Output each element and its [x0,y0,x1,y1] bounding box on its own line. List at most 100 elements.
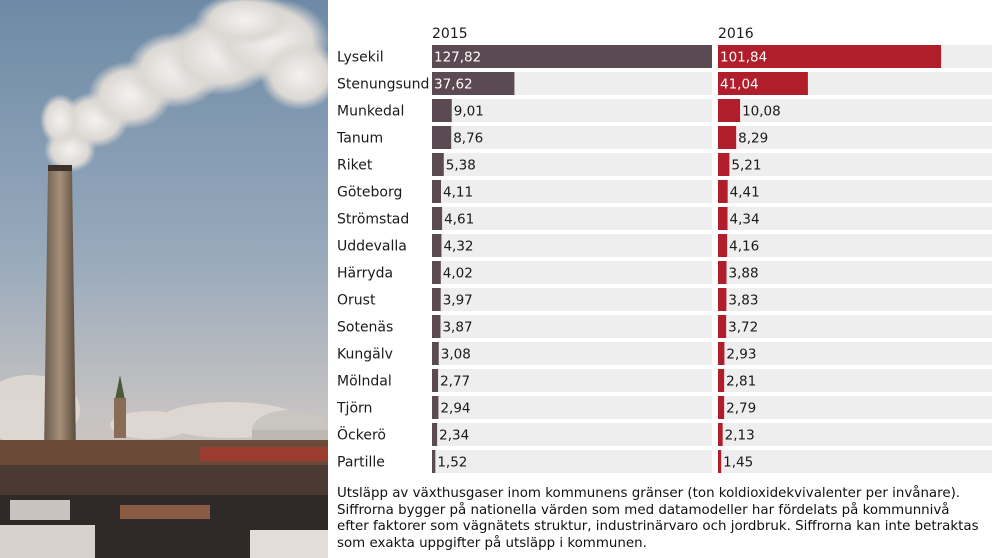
bar-2015 [432,315,441,338]
row-background [432,180,712,203]
data-label: 5,21 [731,158,761,174]
row-background [432,450,712,473]
church-spire [115,375,125,400]
row-background [432,369,712,392]
bar-2015 [432,261,441,284]
bar-2015 [432,207,443,230]
emissions-bar-chart: 2015 2016 Lysekil 127,82 101,84 Stenungsund… [336,26,992,473]
data-label: 4,16 [729,239,759,255]
bar-2015 [432,450,436,473]
category-label: Göteborg [337,185,402,201]
data-label: 2,77 [440,374,470,390]
power-plant-photo [0,0,328,558]
data-label: 4,41 [730,185,760,201]
data-label: 3,83 [728,293,758,309]
category-label: Tanum [336,131,383,147]
row-background [432,99,712,122]
category-label: Uddevalla [337,239,407,255]
bar-2016 [718,72,808,95]
category-label: Partille [337,455,385,471]
bar-2016 [718,396,725,419]
bar-2016 [718,369,725,392]
data-label: 4,11 [443,185,473,201]
series-label-2016: 2016 [718,26,754,42]
bar-2016 [718,261,727,284]
data-label: 2,81 [726,374,756,390]
category-label: Strömstad [337,212,409,228]
bar-2015 [432,126,452,149]
row-background [432,126,712,149]
data-label: 2,93 [726,347,756,363]
data-label: 3,97 [443,293,473,309]
bar-2016 [718,450,722,473]
bar-2016 [718,315,727,338]
category-label: Stenungsund [337,77,429,93]
bar-2015 [432,72,515,95]
category-label: Kungälv [337,347,393,363]
row-background [432,288,712,311]
data-label: 4,34 [730,212,760,228]
smoke-plume [40,0,328,172]
bar-2015 [432,180,442,203]
row-background [718,342,992,365]
bar-2016 [718,423,723,446]
data-label: 2,13 [725,428,755,444]
row-background [432,342,712,365]
category-label: Mölndal [337,374,392,390]
bar-2016 [718,342,725,365]
category-label: Lysekil [337,50,384,66]
category-label: Sotenäs [337,320,393,336]
data-label: 2,79 [726,401,756,417]
row-background [718,207,992,230]
row-background [432,396,712,419]
bar-2015 [432,396,439,419]
row-background [432,423,712,446]
bar-2016 [718,180,728,203]
data-label: 2,94 [440,401,470,417]
bar-2016 [718,126,737,149]
data-label: 3,08 [441,347,471,363]
bar-2016 [718,45,942,68]
bar-2015 [432,288,441,311]
series-label-2015: 2015 [432,26,468,42]
row-background [718,180,992,203]
chart-caption: Utsläpp av växthusgaser inom kommunens g… [337,486,979,551]
data-label: 127,82 [434,50,481,66]
category-label: Riket [337,158,373,174]
data-label: 5,38 [446,158,476,174]
bar-2015 [432,153,444,176]
bar-2015 [432,45,712,68]
row-background [432,315,712,338]
bar-2016 [718,207,728,230]
row-background [718,396,992,419]
row-background [432,207,712,230]
data-label: 10,08 [742,104,781,120]
data-label: 3,88 [728,266,758,282]
row-background [718,153,992,176]
bar-2015 [432,234,442,257]
data-label: 37,62 [434,77,473,93]
data-label: 4,02 [443,266,473,282]
category-label: Öckerö [337,426,386,444]
data-label: 101,84 [720,50,767,66]
row-background [718,261,992,284]
category-label: Härryda [337,266,393,282]
data-label: 8,76 [453,131,483,147]
data-label: 9,01 [454,104,484,120]
row-background [718,315,992,338]
bar-2016 [718,234,728,257]
data-label: 4,61 [444,212,474,228]
bar-2015 [432,99,452,122]
row-background [718,369,992,392]
data-label: 8,29 [738,131,768,147]
row-background [718,423,992,446]
category-label: Munkedal [337,104,404,120]
row-background [718,450,992,473]
chimney [44,168,76,455]
row-background [718,234,992,257]
bar-2016 [718,153,730,176]
data-label: 2,34 [439,428,469,444]
data-label: 3,87 [442,320,472,336]
bar-2015 [432,423,438,446]
row-background [718,99,992,122]
